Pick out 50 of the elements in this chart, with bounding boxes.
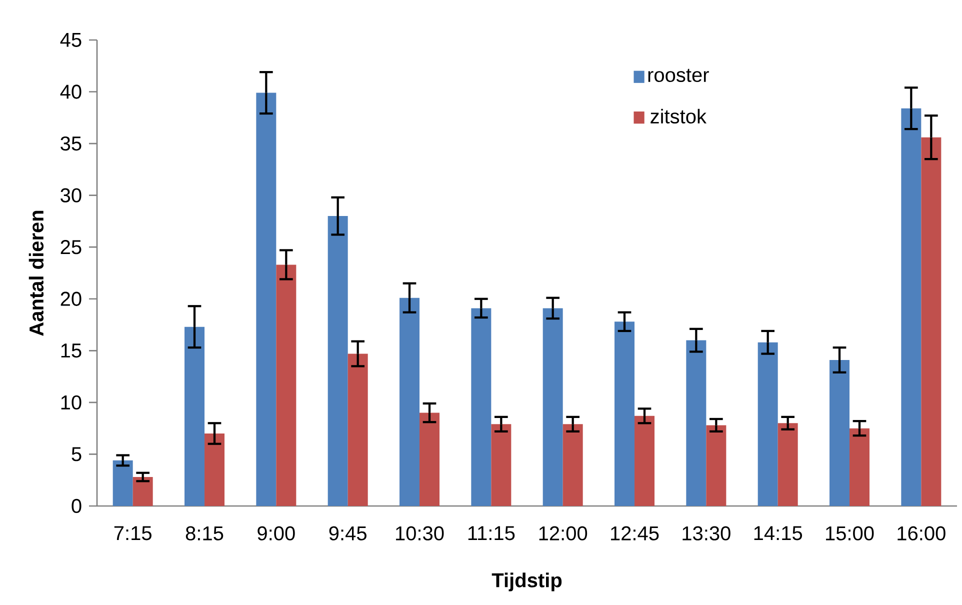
y-tick-label: 30 (60, 188, 82, 202)
bar (830, 360, 850, 506)
legend-label: zitstok (650, 108, 707, 124)
y-tick-label: 45 (60, 33, 82, 47)
bar (562, 424, 583, 506)
x-tick-label: 16:00 (898, 526, 946, 540)
bar (348, 354, 368, 506)
bar (184, 326, 205, 506)
bar (542, 308, 563, 506)
bar (901, 108, 922, 506)
y-tick-label: 15 (61, 344, 82, 358)
bar (758, 342, 778, 506)
x-tick-label: 7:15 (114, 526, 152, 540)
bar (614, 322, 635, 506)
x-tick-label: 11:15 (468, 526, 515, 540)
x-tick-label: 12:45 (611, 526, 659, 540)
x-tick-label: 13:30 (682, 526, 730, 540)
bar (400, 298, 420, 506)
x-axis-title: Tijdstip (492, 572, 562, 592)
x-tick-label: 9:45 (329, 526, 366, 540)
bar (132, 476, 153, 506)
y-tick-label: 20 (60, 292, 82, 306)
y-tick-label: 25 (60, 240, 82, 254)
y-tick-label: 10 (61, 395, 82, 410)
y-tick-label: 35 (60, 136, 82, 151)
x-tick-label: 14:15 (754, 526, 802, 540)
x-tick-label: 12:00 (539, 526, 588, 540)
bar (112, 460, 133, 506)
bar (850, 428, 870, 506)
x-tick-label: 10:30 (396, 526, 444, 540)
bar (328, 216, 348, 506)
bar (471, 308, 492, 506)
bar (256, 92, 276, 506)
x-tick-label: 8:15 (186, 526, 224, 540)
bar (921, 137, 942, 506)
bar (420, 412, 440, 506)
y-axis-title: Aantal dieren (28, 210, 44, 336)
bar (634, 416, 655, 506)
y-tick-label: 5 (72, 447, 82, 462)
x-tick-label: 15:00 (826, 526, 874, 540)
x-tick-label: 9:00 (258, 526, 295, 540)
y-tick-label: 0 (72, 498, 82, 514)
bar (686, 340, 706, 506)
y-tick-label: 40 (60, 84, 82, 99)
bar (276, 264, 296, 506)
bar (778, 423, 798, 506)
bar (204, 434, 225, 506)
bar (491, 424, 512, 506)
bar (706, 425, 726, 506)
legend-label: rooster (648, 68, 709, 82)
